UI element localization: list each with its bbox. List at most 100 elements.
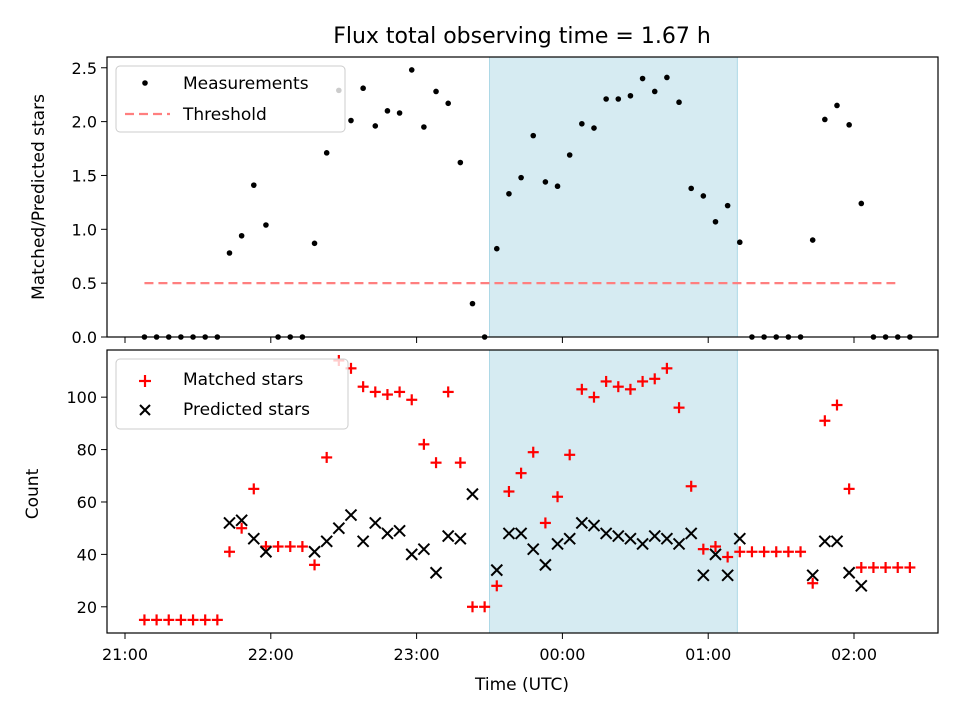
measurement-point xyxy=(384,108,391,114)
top-panel-title: Flux total observing time = 1.67 h xyxy=(333,24,711,49)
matched-star-point xyxy=(491,580,503,592)
bottom-y-tick-label: 100 xyxy=(66,388,97,407)
matched-star-point xyxy=(442,386,454,398)
matched-star-point xyxy=(248,483,260,495)
predicted-star-point xyxy=(527,542,540,556)
measurement-point xyxy=(396,110,403,116)
bottom-y-tick-label: 60 xyxy=(77,493,97,512)
measurement-point xyxy=(360,85,366,92)
matched-star-point xyxy=(685,480,697,492)
matched-star-point xyxy=(223,546,235,558)
matched-star-point xyxy=(138,614,150,626)
matched-star-point xyxy=(624,383,636,395)
predicted-star-point xyxy=(624,532,637,545)
predicted-star-point xyxy=(454,532,467,545)
measurement-point xyxy=(712,218,719,225)
matched-star-point xyxy=(612,381,624,393)
measurement-point xyxy=(566,152,573,158)
predicted-star-point xyxy=(259,545,273,558)
measurement-point xyxy=(469,300,476,307)
measurement-point xyxy=(627,92,634,99)
predicted-star-point xyxy=(830,535,844,548)
predicted-star-point xyxy=(672,537,686,551)
measurement-point xyxy=(518,174,524,181)
matched-star-point xyxy=(564,449,576,461)
measurement-point xyxy=(676,99,682,106)
matched-star-point xyxy=(187,614,199,626)
x-tick-label: 02:00 xyxy=(831,645,877,664)
predicted-star-point xyxy=(842,566,856,579)
predicted-star-point xyxy=(697,569,710,582)
matched-star-point xyxy=(843,483,855,495)
predicted-star-point xyxy=(806,569,819,582)
x-tick-label: 22:00 xyxy=(248,645,294,664)
matched-star-point xyxy=(503,486,515,497)
x-tick-label: 00:00 xyxy=(539,645,585,664)
predicted-star-point xyxy=(490,563,503,577)
matched-star-point xyxy=(260,541,272,553)
measurement-point xyxy=(542,179,549,185)
measurement-point xyxy=(822,116,828,123)
predicted-star-point xyxy=(539,558,552,572)
predicted-star-point xyxy=(636,537,649,551)
predicted-star-point xyxy=(235,514,248,527)
matched-star-point xyxy=(284,541,296,553)
matched-star-point xyxy=(527,446,539,458)
measurement-point xyxy=(615,96,622,102)
matched-star-point xyxy=(163,614,175,626)
measurement-point xyxy=(226,250,233,256)
x-tick-label: 21:00 xyxy=(102,645,148,664)
matched-star-point xyxy=(175,614,187,626)
matched-star-point xyxy=(394,386,406,398)
matched-star-point xyxy=(600,375,612,387)
predicted-star-point xyxy=(393,524,406,538)
predicted-star-point xyxy=(648,529,661,543)
predicted-star-point xyxy=(405,548,418,561)
legend-threshold: Threshold xyxy=(182,105,267,125)
predicted-star-point xyxy=(344,508,358,522)
matched-star-point xyxy=(855,561,867,573)
measurement-point xyxy=(445,100,451,107)
matched-star-point xyxy=(588,391,600,403)
measurement-point xyxy=(724,202,731,209)
matched-star-point xyxy=(649,373,661,385)
matched-star-point xyxy=(479,601,491,613)
legend-measurements: Measurements xyxy=(183,74,309,94)
measurement-point xyxy=(858,200,865,207)
top-y-axis-label: Matched/Predicted stars xyxy=(29,94,49,300)
matched-star-point xyxy=(746,546,758,558)
matched-star-point xyxy=(661,362,673,374)
matched-star-point xyxy=(515,467,527,479)
matched-star-point xyxy=(709,541,721,553)
matched-star-point xyxy=(272,541,284,553)
matched-star-point xyxy=(430,457,442,469)
matched-star-point xyxy=(831,399,843,411)
matched-star-point xyxy=(199,614,211,626)
top-legend: Measurements Threshold xyxy=(115,65,346,133)
matched-star-point xyxy=(296,541,308,553)
predicted-star-point xyxy=(684,527,698,540)
measurement-point xyxy=(457,159,464,166)
predicted-star-point xyxy=(709,548,722,561)
measurement-point xyxy=(651,88,658,95)
observing-span-shade-bottom xyxy=(489,349,738,634)
matched-star-point xyxy=(904,561,916,573)
measurement-point xyxy=(263,222,269,228)
matched-star-point xyxy=(357,381,369,393)
predicted-legend-marker xyxy=(139,404,151,416)
measurement-point xyxy=(250,182,257,188)
bottom-y-tick-label: 20 xyxy=(77,598,97,617)
matched-star-point xyxy=(454,457,466,469)
matched-star-point xyxy=(321,451,333,463)
matched-star-point xyxy=(782,546,794,558)
predicted-star-point xyxy=(381,527,394,540)
bottom-y-tick-label: 80 xyxy=(77,441,97,460)
measurement-point xyxy=(530,132,537,139)
matched-star-point xyxy=(637,375,649,387)
x-tick-label: 23:00 xyxy=(394,645,440,664)
predicted-star-point xyxy=(332,521,346,535)
bottom-axes-frame xyxy=(106,349,939,634)
predicted-star-point xyxy=(429,566,443,579)
bottom-legend: Matched stars Predicted stars xyxy=(115,358,349,430)
measurement-point xyxy=(736,239,743,246)
